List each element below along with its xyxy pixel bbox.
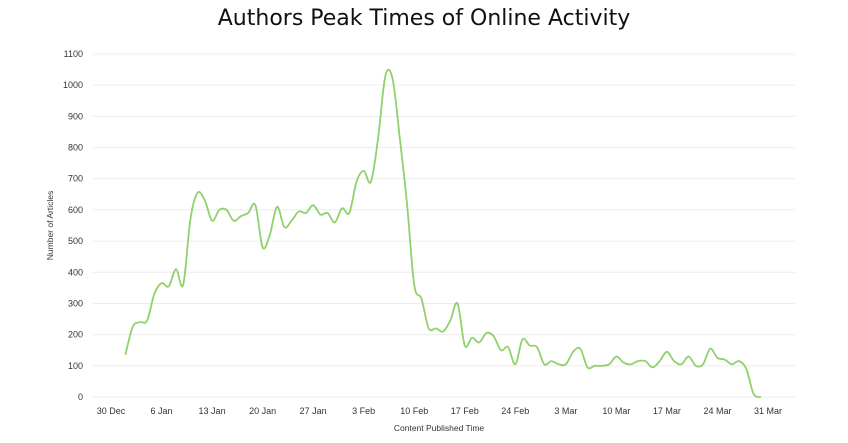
x-tick-label: 27 Jan bbox=[300, 406, 327, 416]
x-tick-label: 10 Mar bbox=[602, 406, 630, 416]
series-lines bbox=[124, 68, 762, 398]
x-tick-label: 13 Jan bbox=[199, 406, 226, 416]
y-tick-label: 400 bbox=[68, 267, 83, 277]
x-tick-label: 6 Jan bbox=[151, 406, 173, 416]
y-tick-label: 200 bbox=[68, 330, 83, 340]
x-tick-label: 3 Feb bbox=[352, 406, 375, 416]
y-tick-label: 1100 bbox=[64, 49, 83, 59]
y-tick-label: 300 bbox=[68, 298, 83, 308]
y-axis-label: Number of Articles bbox=[45, 191, 55, 260]
x-tick-label: 30 Dec bbox=[97, 406, 126, 416]
x-tick-label: 3 Mar bbox=[554, 406, 577, 416]
y-tick-label: 500 bbox=[68, 236, 83, 246]
y-tick-label: 600 bbox=[68, 205, 83, 215]
x-tick-label: 31 Mar bbox=[754, 406, 782, 416]
y-tick-label: 100 bbox=[68, 361, 83, 371]
x-axis-ticks: 30 Dec 6 Jan 13 Jan 20 Jan 27 Jan 3 Feb 10 Feb… bbox=[97, 406, 782, 416]
y-tick-label: 1000 bbox=[63, 80, 83, 90]
x-axis-label: Content Published Time bbox=[394, 423, 485, 433]
y-tick-label: 0 bbox=[78, 392, 83, 402]
x-tick-label: 24 Feb bbox=[501, 406, 529, 416]
x-tick-label: 24 Mar bbox=[703, 406, 731, 416]
x-tick-label: 17 Feb bbox=[451, 406, 479, 416]
y-tick-label: 900 bbox=[68, 111, 83, 121]
y-tick-label: 700 bbox=[68, 174, 83, 184]
y-tick-label: 800 bbox=[68, 143, 83, 153]
x-tick-label: 10 Feb bbox=[400, 406, 428, 416]
x-tick-label: 17 Mar bbox=[653, 406, 681, 416]
y-axis-ticks: 0 100 200 300 400 500 600 700 800 900 1000 1100 bbox=[63, 49, 83, 402]
x-tick-label: 20 Jan bbox=[249, 406, 276, 416]
series-line bbox=[124, 68, 762, 398]
gridlines bbox=[93, 53, 795, 398]
chart-title: Authors Peak Times of Online Activity bbox=[217, 6, 631, 31]
